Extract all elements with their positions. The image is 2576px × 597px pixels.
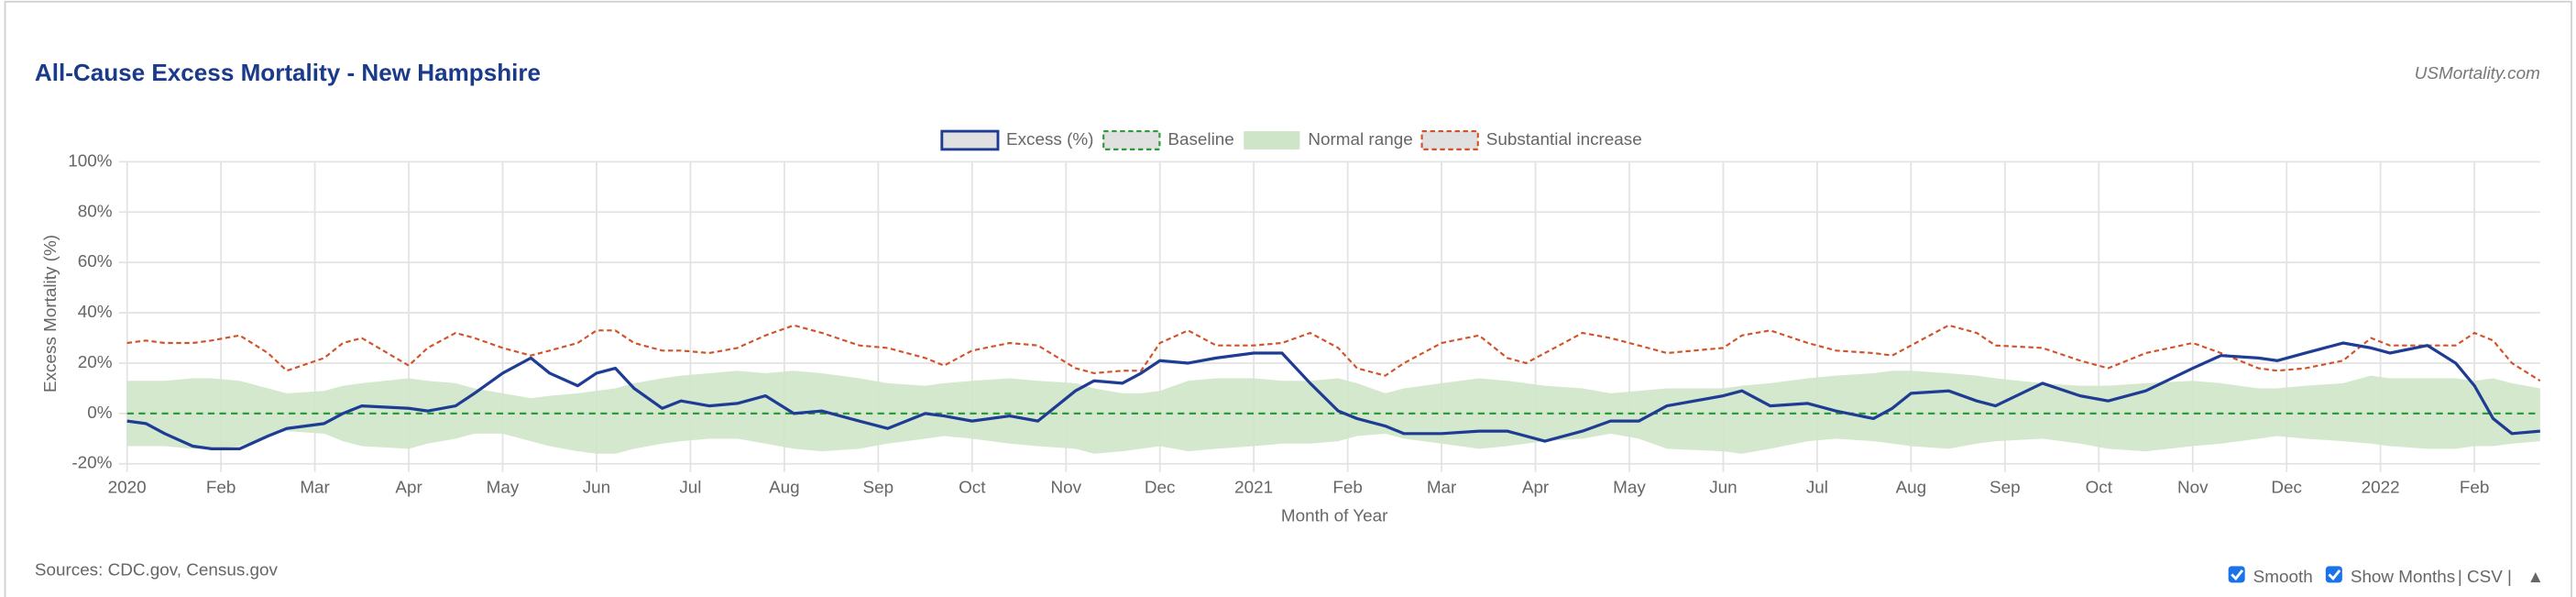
checkbox[interactable] [2228, 566, 2245, 583]
y-axis-label: Excess Mortality (%) [41, 235, 60, 392]
checkbox-tick [2328, 569, 2341, 580]
smooth-label[interactable]: Smooth [2253, 568, 2313, 587]
brand: USMortality.com [2415, 64, 2540, 83]
source: Sources: CDC.gov, Census.gov [35, 561, 279, 580]
legend-swatch [1244, 131, 1300, 149]
csv-link[interactable]: | CSV | [2458, 568, 2512, 587]
months-label[interactable]: Show Months [2351, 568, 2455, 587]
legend-swatch [1420, 130, 1479, 150]
legend-swatch [1102, 130, 1161, 150]
legend-swatch [940, 129, 1000, 151]
x-tick-label: Jul [1806, 479, 1828, 498]
checkbox-tick [2231, 569, 2244, 580]
x-tick-label: Dec [2271, 479, 2302, 498]
x-tick-label: Apr [395, 479, 422, 498]
x-tick-label: 2020 [108, 479, 147, 498]
substantial-line [126, 324, 2541, 382]
x-tick-label: Aug [1896, 479, 1927, 498]
y-tick-label: 100% [68, 151, 112, 171]
x-tick-label: Oct [2086, 479, 2113, 498]
x-tick-label: Feb [2460, 479, 2490, 498]
x-tick-label: Jun [1709, 479, 1737, 498]
y-tick-label: 20% [78, 353, 113, 372]
legend-label: Normal range [1308, 130, 1412, 149]
scroll-top[interactable]: ▲ [2527, 568, 2544, 587]
x-tick-label: Apr [1522, 479, 1549, 498]
y-tick-label: 60% [78, 252, 113, 271]
x-tick-label: Jul [679, 479, 701, 498]
chart-title: All-Cause Excess Mortality - New Hampshi… [35, 59, 541, 86]
y-tick-label: 0% [87, 404, 112, 423]
x-tick-label: Aug [769, 479, 800, 498]
checkbox[interactable] [2325, 566, 2342, 583]
x-tick-label: Mar [300, 479, 330, 498]
y-tick-label: -20% [71, 454, 112, 473]
y-tick-label: 40% [78, 303, 113, 322]
x-axis-label: Month of Year [1281, 506, 1387, 525]
x-tick-label: Sep [1990, 479, 2021, 498]
x-tick-label: Dec [1145, 479, 1176, 498]
y-tick-label: 80% [78, 202, 113, 221]
x-tick-label: Jun [583, 479, 610, 498]
x-tick-label: May [1613, 479, 1646, 498]
x-tick-label: Feb [206, 479, 236, 498]
excess-line [126, 341, 2540, 450]
x-tick-label: Nov [1050, 479, 1081, 498]
legend-label: Excess (%) [1006, 130, 1093, 149]
x-tick-label: Sep [863, 479, 894, 498]
x-tick-label: 2021 [1234, 479, 1273, 498]
x-tick-label: Feb [1332, 479, 1363, 498]
x-tick-label: Mar [1427, 479, 1457, 498]
x-tick-label: Oct [959, 479, 986, 498]
x-tick-label: May [487, 479, 520, 498]
legend-label: Baseline [1167, 130, 1233, 149]
x-tick-label: 2022 [2362, 479, 2400, 498]
card [4, 0, 2572, 597]
legend-label: Substantial increase [1486, 130, 1642, 149]
x-tick-label: Nov [2177, 479, 2209, 498]
